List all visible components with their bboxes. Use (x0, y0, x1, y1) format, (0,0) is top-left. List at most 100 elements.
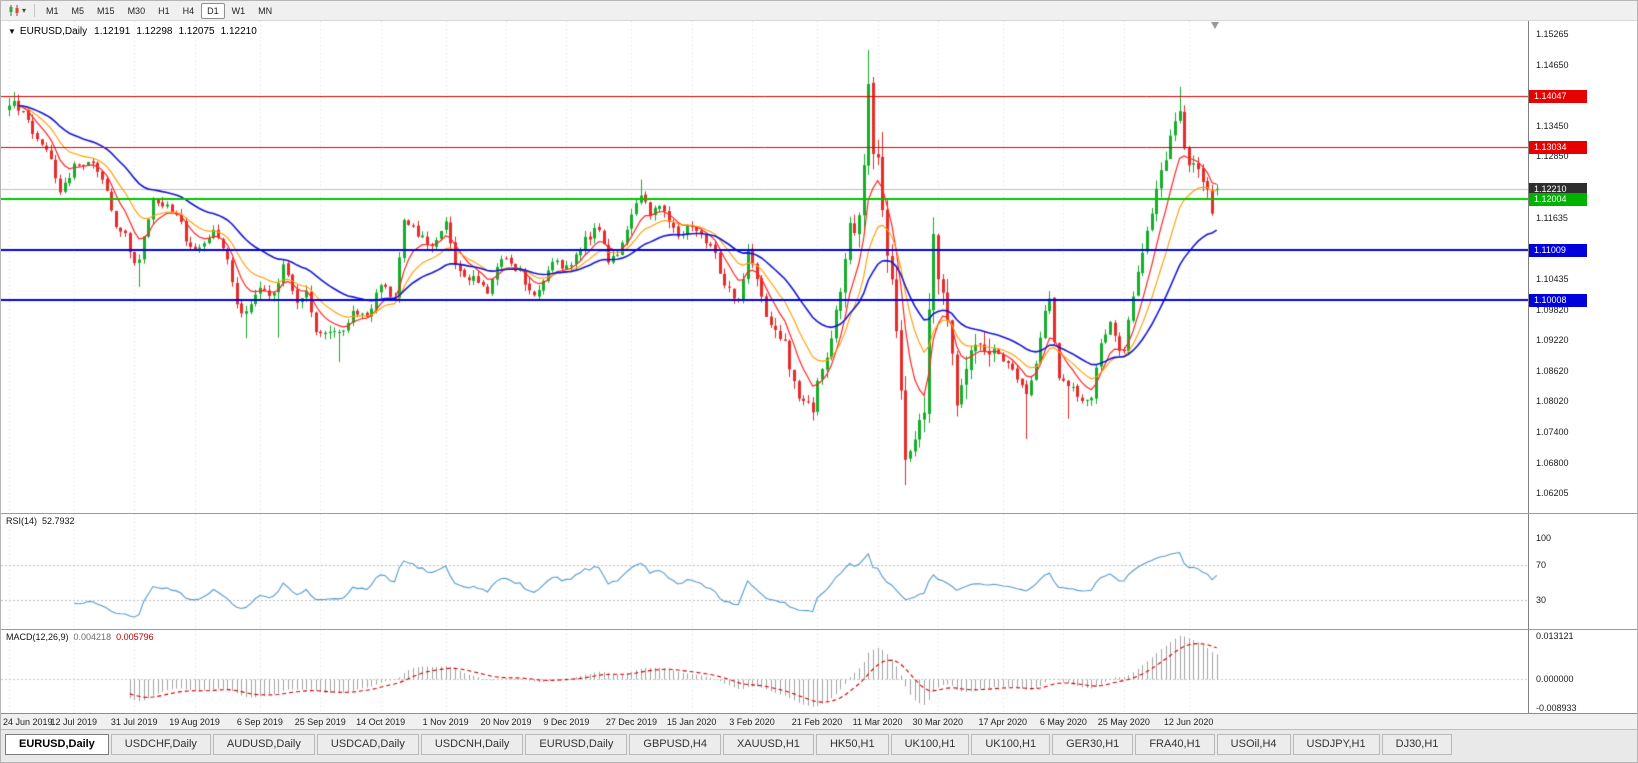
price-axis-label: 1.11635 (1536, 212, 1568, 223)
chart-shift-marker[interactable] (1211, 22, 1219, 29)
chart-tab-usdcnh-daily[interactable]: USDCNH,Daily (420, 734, 524, 755)
chart-tab-bar: EURUSD,Daily USDCHF,Daily AUDUSD,Daily USDC… (1, 729, 1637, 762)
chart-tab-dj30-h1[interactable]: DJ30,H1 (1381, 734, 1453, 755)
date-axis-label: 30 Mar 2020 (912, 717, 964, 727)
high-value: 1.12298 (136, 26, 173, 37)
macd-axis-label: 0.013121 (1536, 631, 1574, 641)
price-chart-canvas[interactable] (1, 21, 1528, 513)
price-axis-label: 1.07400 (1536, 427, 1569, 438)
date-axis-label: 12 Jun 2020 (1163, 717, 1214, 727)
date-axis-label: 12 Jul 2019 (50, 717, 98, 727)
macd-signal-value: 0.005796 (116, 632, 154, 642)
rsi-name: RSI(14) (6, 516, 38, 526)
price-axis-label: 1.13450 (1536, 120, 1569, 131)
macd-axis-label: 0.000000 (1536, 673, 1574, 684)
rsi-axis-label: 30 (1536, 595, 1547, 606)
close-value: 1.12210 (220, 26, 257, 37)
timeframe-button-m30[interactable]: M30 (127, 5, 146, 16)
chart-toolbar: ▾ M1 M5 M15 M30 H1 H4 D1 W1 MN (1, 1, 1637, 21)
price-axis-label: 1.08020 (1536, 396, 1569, 407)
date-axis-label: 9 Dec 2019 (543, 717, 590, 727)
chart-tab-eurusd-daily[interactable]: EURUSD,Daily (525, 734, 628, 755)
timeframe-button-d1[interactable]: D1 (201, 2, 225, 19)
price-axis-label: 1.06800 (1536, 457, 1569, 468)
timeframe-button-group: M1 M5 M15 M30 H1 H4 D1 W1 MN (40, 2, 279, 19)
date-axis-label: 6 May 2020 (1039, 717, 1087, 727)
date-axis-label: 25 Sep 2019 (294, 717, 346, 727)
date-axis-label: 17 Apr 2020 (978, 717, 1028, 727)
chart-tab-gbpusd-h4[interactable]: GBPUSD,H4 (629, 734, 721, 755)
rsi-value: 52.7932 (42, 516, 75, 526)
chart-tab-fra40-h1[interactable]: FRA40,H1 (1135, 734, 1215, 755)
timeframe-button-m5[interactable]: M5 (71, 5, 85, 16)
timeframe-button-h1[interactable]: H1 (158, 5, 170, 16)
toolbar-divider (34, 4, 36, 17)
date-axis-label: 3 Feb 2020 (729, 717, 775, 727)
open-value: 1.12191 (94, 26, 131, 37)
chart-tab-ger30-h1[interactable]: GER30,H1 (1052, 734, 1134, 755)
chart-tab-uk100-h1[interactable]: UK100,H1 (890, 734, 970, 755)
date-axis-label: 19 Aug 2019 (169, 717, 220, 727)
date-axis-label: 15 Jan 2020 (666, 717, 717, 727)
timeframe-button-mn[interactable]: MN (258, 5, 273, 16)
price-axis-label: 1.06205 (1536, 488, 1569, 498)
date-axis-label: 24 Jun 2019 (3, 717, 53, 727)
price-level-tag: 1.12004 (1529, 193, 1587, 207)
date-axis-label: 14 Oct 2019 (356, 717, 406, 727)
macd-value: 0.004218 (73, 632, 112, 642)
chart-tab-eurusd-daily[interactable]: EURUSD,Daily (5, 734, 109, 755)
rsi-label: RSI(14) 52.7932 (6, 516, 75, 526)
chart-tab-usdchf-daily[interactable]: USDCHF,Daily (110, 734, 211, 755)
macd-indicator-panel: MACD(12,26,9) 0.004218 0.005796 (1, 630, 1528, 713)
candlestick-chart-icon (9, 5, 19, 16)
timeframe-button-w1[interactable]: W1 (231, 5, 246, 16)
chart-tab-xauusd-h1[interactable]: XAUUSD,H1 (722, 734, 814, 755)
price-level-tag: 1.14047 (1529, 89, 1587, 103)
date-axis-label: 11 Mar 2020 (852, 717, 903, 727)
panel-splitter[interactable] (1, 513, 1637, 514)
symbol-marker-icon[interactable]: ▼ (8, 27, 16, 36)
date-axis-label: 31 Jul 2019 (110, 717, 158, 727)
price-level-tag: 1.13034 (1529, 141, 1587, 155)
dropdown-caret-icon: ▾ (22, 5, 27, 15)
date-axis-label: 25 May 2020 (1097, 717, 1150, 727)
panel-splitter[interactable] (1, 629, 1637, 630)
macd-canvas[interactable] (1, 630, 1528, 713)
timeframe-button-m15[interactable]: M15 (97, 5, 115, 16)
chart-tab-audusd-daily[interactable]: AUDUSD,Daily (212, 734, 315, 755)
chart-title: ▼ EURUSD,Daily 1.12191 1.12298 1.12075 1.1221… (8, 26, 263, 37)
price-level-tag: 1.10008 (1529, 294, 1587, 308)
macd-axis-label: -0.008933 (1536, 703, 1577, 713)
price-axis-label: 1.09220 (1536, 335, 1569, 346)
rsi-axis-label: 70 (1536, 559, 1547, 570)
timeframe-button-h4[interactable]: H4 (182, 5, 195, 16)
date-axis-label: 1 Nov 2019 (422, 717, 469, 727)
price-axis-label: 1.15265 (1536, 29, 1569, 39)
rsi-canvas[interactable] (1, 514, 1528, 629)
price-axis-label: 1.12850 (1536, 151, 1569, 162)
price-axis-label: 1.09820 (1536, 304, 1569, 315)
date-axis[interactable]: 24 Jun 2019 12 Jul 2019 31 Jul 2019 19 Aug … (1, 713, 1637, 729)
date-axis-label: 6 Sep 2019 (236, 717, 283, 727)
low-value: 1.12075 (178, 26, 215, 37)
rsi-axis-label: 100 (1536, 533, 1552, 543)
rsi-indicator-panel: RSI(14) 52.7932 (1, 514, 1528, 629)
chart-tab-hk50-h1[interactable]: HK50,H1 (815, 734, 889, 755)
timeframe-button-m1[interactable]: M1 (46, 5, 59, 16)
chart-symbol-label: EURUSD,Daily (19, 26, 88, 37)
main-chart-panel: ▼ EURUSD,Daily 1.12191 1.12298 1.12075 1.1221… (1, 21, 1528, 513)
price-axis-label: 1.08620 (1536, 365, 1569, 376)
price-axis-label: 1.10435 (1536, 273, 1569, 284)
chart-type-button[interactable]: ▾ (5, 3, 29, 18)
price-axis[interactable]: 1.15265 1.14650 1.13450 1.12850 1.11635 1.104… (1528, 21, 1637, 713)
chart-tab-usdjpy-h1[interactable]: USDJPY,H1 (1292, 734, 1380, 755)
chart-tab-uk100-h1[interactable]: UK100,H1 (971, 734, 1051, 755)
price-level-tag: 1.11009 (1529, 243, 1587, 257)
price-axis-label: 1.14650 (1536, 60, 1569, 71)
date-axis-label: 27 Dec 2019 (605, 717, 657, 727)
price-level-tag: 1.12210 (1529, 182, 1587, 196)
chart-tab-usoil-h4[interactable]: USOil,H4 (1216, 734, 1291, 755)
chart-tab-usdcad-daily[interactable]: USDCAD,Daily (316, 734, 419, 755)
date-axis-label: 20 Nov 2019 (480, 717, 532, 727)
